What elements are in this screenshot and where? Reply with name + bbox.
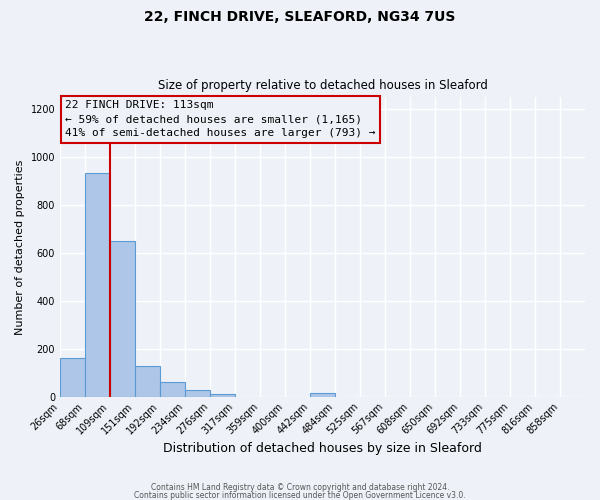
Bar — [185, 390, 210, 396]
Text: Contains HM Land Registry data © Crown copyright and database right 2024.: Contains HM Land Registry data © Crown c… — [151, 484, 449, 492]
Bar — [135, 366, 160, 396]
Bar — [210, 394, 235, 396]
Bar — [110, 241, 135, 396]
X-axis label: Distribution of detached houses by size in Sleaford: Distribution of detached houses by size … — [163, 442, 482, 455]
Text: 22 FINCH DRIVE: 113sqm
← 59% of detached houses are smaller (1,165)
41% of semi-: 22 FINCH DRIVE: 113sqm ← 59% of detached… — [65, 100, 376, 138]
Bar — [310, 393, 335, 396]
Y-axis label: Number of detached properties: Number of detached properties — [15, 160, 25, 334]
Bar — [60, 358, 85, 397]
Text: Contains public sector information licensed under the Open Government Licence v3: Contains public sector information licen… — [134, 490, 466, 500]
Bar — [160, 382, 185, 396]
Title: Size of property relative to detached houses in Sleaford: Size of property relative to detached ho… — [158, 79, 487, 92]
Bar — [85, 172, 110, 396]
Text: 22, FINCH DRIVE, SLEAFORD, NG34 7US: 22, FINCH DRIVE, SLEAFORD, NG34 7US — [145, 10, 455, 24]
